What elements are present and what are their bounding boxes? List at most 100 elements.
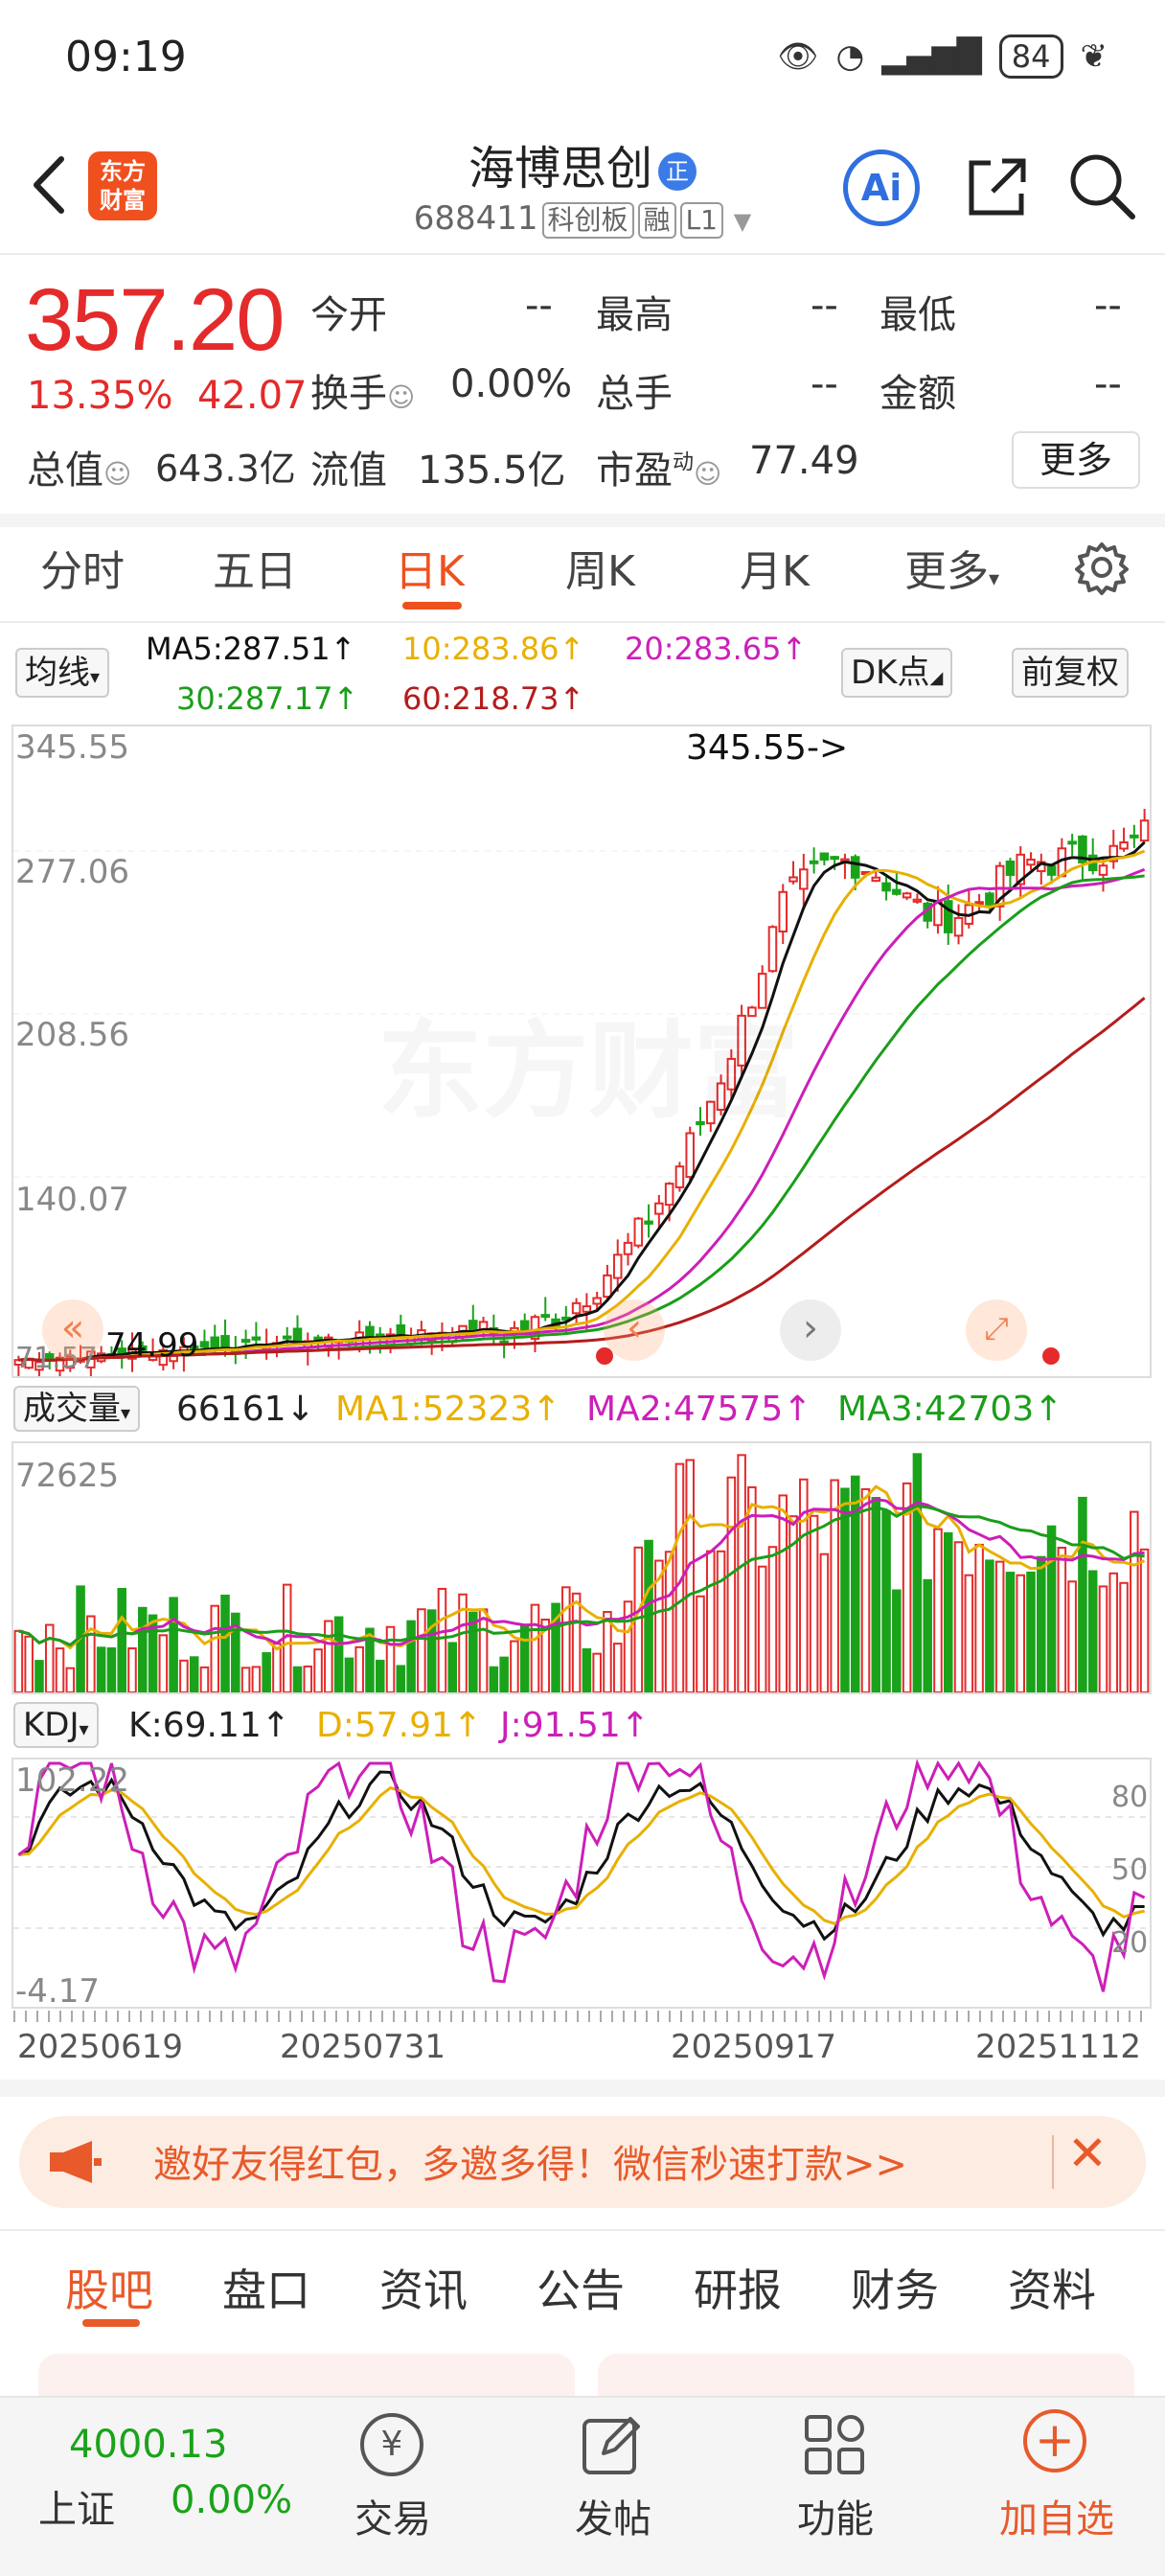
nav-post[interactable]: 发帖	[575, 2497, 651, 2542]
volume-bar	[1078, 1496, 1087, 1693]
volume-current: 66161↓	[176, 1390, 315, 1429]
volume-bar	[106, 1646, 117, 1693]
ai-button[interactable]: Ai	[843, 150, 920, 226]
chevron-right-icon[interactable]: ›	[780, 1300, 841, 1361]
volume-axis-top: 72625	[15, 1457, 120, 1495]
tab-daily-k[interactable]: 日K	[395, 547, 465, 596]
volume-bar	[313, 1648, 323, 1693]
eastmoney-logo: 东方 财富	[88, 151, 157, 220]
volume-bar	[964, 1574, 974, 1693]
candle-body	[850, 856, 860, 879]
candle-body	[1005, 860, 1016, 876]
volume-bar	[1130, 1510, 1139, 1693]
tab-research[interactable]: 研报	[694, 2265, 782, 2316]
nav-function[interactable]: 功能	[797, 2497, 874, 2542]
scroll-left-icon[interactable]: «	[42, 1300, 103, 1361]
share-icon[interactable]	[962, 153, 1031, 222]
candle-body	[747, 1006, 757, 1018]
candle-body	[819, 852, 830, 861]
tab-more[interactable]: 更多▾	[904, 547, 1000, 596]
candle-body	[158, 1348, 169, 1367]
volume-chart[interactable]	[11, 1441, 1152, 1694]
volume-bar	[117, 1587, 126, 1693]
dk-button[interactable]: DK点◢	[841, 648, 953, 698]
search-icon[interactable]	[1065, 150, 1138, 222]
gear-icon[interactable]	[1073, 539, 1131, 596]
add-icon[interactable]: +	[1023, 2409, 1086, 2472]
content-card[interactable]	[38, 2354, 575, 2402]
volume-bar	[1037, 1555, 1046, 1693]
tab-monthly-k[interactable]: 月K	[740, 547, 810, 596]
event-dot[interactable]	[596, 1347, 613, 1365]
tab-profile[interactable]: 资料	[1008, 2265, 1096, 2316]
tab-weekly-k[interactable]: 周K	[565, 547, 635, 596]
event-dot[interactable]	[1042, 1347, 1060, 1365]
kdj-20: 20	[1111, 1926, 1149, 1960]
grid-icon[interactable]	[803, 2413, 866, 2476]
change-amount: 42.07	[196, 374, 308, 418]
volume-bar	[1016, 1574, 1026, 1693]
ma60-line	[18, 997, 1146, 1362]
banner-text[interactable]: 邀好友得红包，多邀多得！微信秒速打款>>	[153, 2143, 908, 2187]
min-price-label: 74.99	[105, 1326, 199, 1365]
candle-body	[251, 1336, 262, 1341]
volume-bar	[1087, 1570, 1098, 1694]
volume-bar	[892, 1589, 902, 1693]
tab-five-day[interactable]: 五日	[213, 547, 297, 596]
post-icon[interactable]	[581, 2413, 644, 2476]
tab-news[interactable]: 资讯	[379, 2265, 468, 2316]
adjust-button[interactable]: 前复权	[1012, 648, 1129, 698]
volume-bar	[396, 1665, 406, 1693]
margin-tag: 融	[637, 202, 676, 239]
nav-add-watchlist[interactable]: 加自选	[999, 2497, 1114, 2542]
back-icon[interactable]	[25, 151, 73, 218]
volume-bar	[55, 1647, 65, 1693]
close-icon[interactable]: ✕	[1067, 2126, 1108, 2181]
kdj-selector[interactable]: KDJ▾	[13, 1702, 99, 1748]
open-value: --	[525, 284, 553, 328]
vol-ma2: MA2:47575↑	[586, 1390, 812, 1429]
volume-bar	[303, 1665, 313, 1693]
tab-guba[interactable]: 股吧	[65, 2265, 153, 2316]
candle-body	[757, 973, 767, 1009]
trade-icon[interactable]: ¥	[360, 2413, 423, 2476]
tab-announcement[interactable]: 公告	[537, 2265, 625, 2316]
volume-bar	[530, 1603, 540, 1694]
nav-trade[interactable]: 交易	[354, 2497, 431, 2542]
tab-finance[interactable]: 财务	[851, 2265, 939, 2316]
kdj-chart[interactable]	[11, 1758, 1152, 2009]
index-change[interactable]: 0.00%	[171, 2478, 293, 2522]
max-price-label: 345.55->	[686, 728, 849, 768]
pe-value: 77.49	[749, 439, 859, 483]
candle-body	[943, 900, 953, 933]
ma-selector[interactable]: 均线▾	[15, 648, 110, 698]
volume-bar	[220, 1594, 230, 1693]
invite-banner[interactable]	[19, 2116, 1146, 2208]
volume-bar	[933, 1528, 943, 1693]
stock-meta[interactable]: 688411 科创板融 L1 ▼	[0, 199, 1165, 239]
volume-bar	[478, 1608, 489, 1693]
content-card[interactable]	[598, 2354, 1134, 2402]
status-time: 09:19	[65, 33, 187, 81]
more-button[interactable]: 更多	[1012, 431, 1140, 489]
chevron-left-icon[interactable]: ‹	[604, 1300, 665, 1361]
tab-pankou[interactable]: 盘口	[222, 2265, 310, 2316]
candle-body	[664, 1183, 674, 1207]
candle-body	[623, 1241, 633, 1255]
date-3: 20250917	[671, 2028, 837, 2066]
current-price: 357.20	[25, 271, 285, 369]
date-ticks	[13, 2011, 1150, 2022]
index-value[interactable]: 4000.13	[69, 2423, 228, 2467]
candle-body	[282, 1335, 292, 1340]
volume-bar	[943, 1531, 953, 1694]
volume-bar	[974, 1543, 984, 1693]
volume-bar	[1026, 1571, 1036, 1693]
volume-selector[interactable]: 成交量▾	[13, 1386, 141, 1432]
battery-indicator: 84	[998, 34, 1063, 79]
change-percent: 13.35%	[27, 374, 173, 418]
expand-icon[interactable]: ⤢	[966, 1300, 1027, 1361]
tab-intraday[interactable]: 分时	[40, 547, 125, 596]
index-name[interactable]: 上证	[38, 2488, 115, 2532]
